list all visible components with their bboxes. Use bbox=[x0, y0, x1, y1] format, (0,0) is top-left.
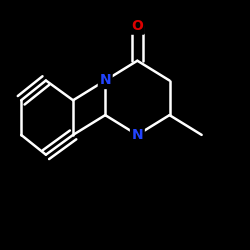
Text: O: O bbox=[132, 19, 143, 33]
Text: N: N bbox=[132, 128, 143, 142]
Text: N: N bbox=[100, 74, 111, 88]
